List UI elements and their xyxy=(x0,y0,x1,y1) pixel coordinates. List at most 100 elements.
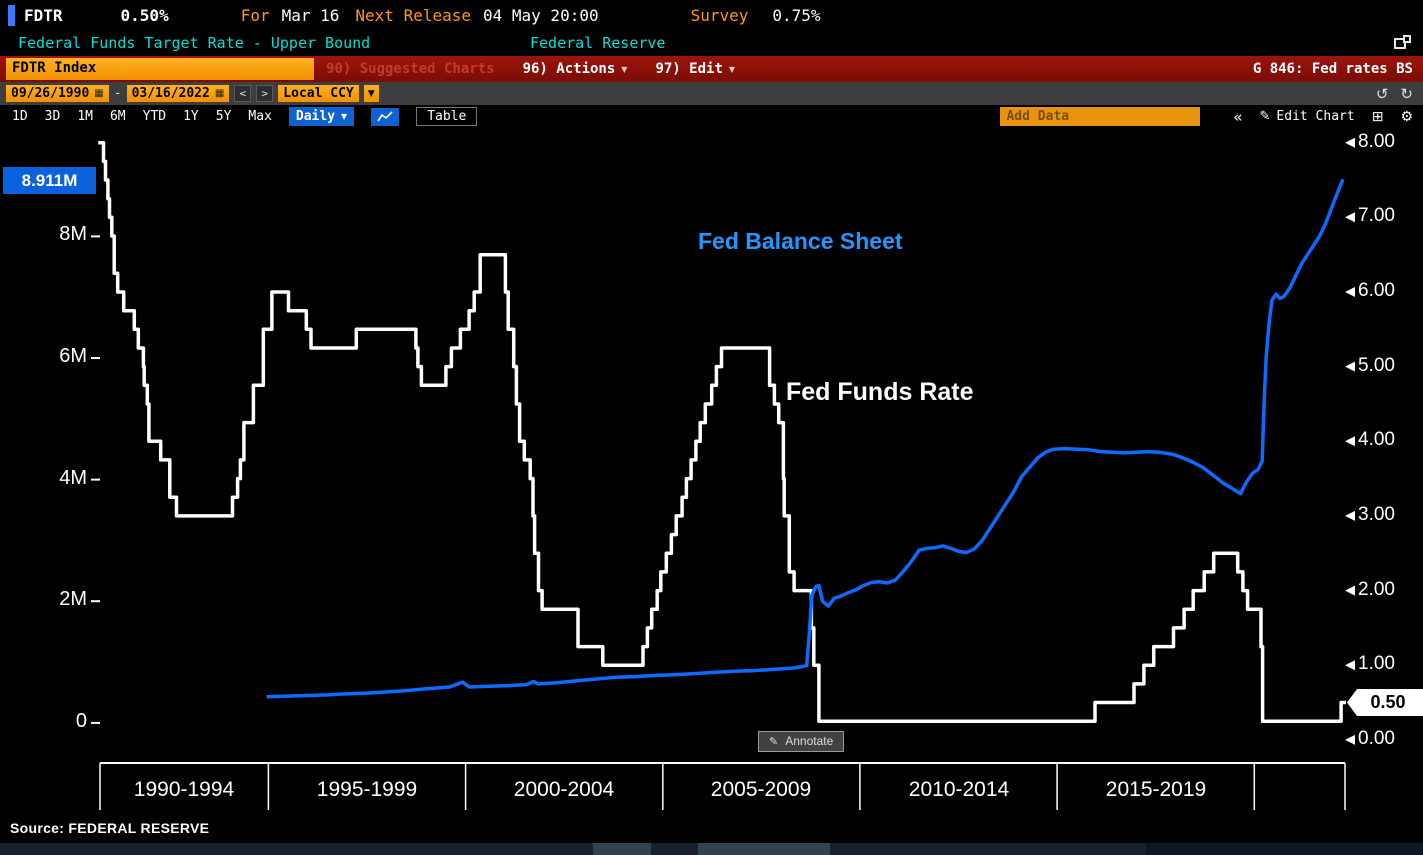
history-controls: ↺ ↻ xyxy=(1376,85,1413,103)
ticker-input[interactable]: FDTR Index xyxy=(6,58,314,80)
calendar-icon: ▦ xyxy=(94,88,104,99)
popout-icon-frame xyxy=(1394,38,1406,49)
range-back-button[interactable]: < xyxy=(234,85,252,102)
y-left-tick-label: 2M xyxy=(59,588,87,610)
next-release-label: Next Release xyxy=(355,5,471,25)
y-right-tick-label: 8.00 xyxy=(1358,131,1395,152)
y-right-tick-label: 4.00 xyxy=(1358,429,1395,450)
y-right-tick-mark xyxy=(1345,585,1355,596)
taskbar-item[interactable] xyxy=(698,843,830,855)
taskbar-item[interactable] xyxy=(1146,843,1423,855)
series-label-fed-funds: Fed Funds Rate xyxy=(786,378,974,406)
start-date-field[interactable]: 09/26/1990 ▦ xyxy=(6,85,109,102)
annotate-label: Annotate xyxy=(785,734,834,748)
edit-menu-label: 97) Edit xyxy=(655,61,723,77)
frequency-label: Daily xyxy=(295,109,336,124)
taskbar-item[interactable] xyxy=(593,843,651,855)
y-left-tick-label: 6M xyxy=(59,345,87,367)
y-right-tick-mark xyxy=(1345,436,1355,447)
end-date-field[interactable]: 03/16/2022 ▦ xyxy=(126,85,230,102)
y-right-tick-label: 3.00 xyxy=(1358,504,1395,525)
for-label: For xyxy=(240,5,270,25)
period-button-ytd[interactable]: YTD xyxy=(142,109,167,124)
chart-plot[interactable] xyxy=(0,128,1423,843)
currency-label: Local CCY xyxy=(283,86,354,101)
range-separator: - xyxy=(113,86,122,101)
cursor-block xyxy=(8,4,15,26)
next-release-value: 04 May 20:00 xyxy=(483,5,599,25)
y-right-tick-mark xyxy=(1345,510,1355,521)
survey-label: Survey xyxy=(690,5,749,25)
chart-area: 8M 6M 4M 2M 0 8.00 7.00 6.00 5.00 4.00 3.00 2.00 1.… xyxy=(0,128,1423,843)
fed-funds-last-value-badge: 0.50 xyxy=(1347,689,1423,716)
x-axis-tick-label: 1990-1994 xyxy=(133,778,235,801)
actions-menu-label: 96) Actions xyxy=(522,61,616,77)
period-button-max[interactable]: Max xyxy=(248,109,272,124)
y-right-tick-label: 2.00 xyxy=(1358,579,1395,600)
period-button-1y[interactable]: 1Y xyxy=(183,109,199,124)
quote-header-bar: FDTR 0.50% For Mar 16 Next Release 04 Ma… xyxy=(0,0,1423,30)
x-axis-tick-label: 2015-2019 xyxy=(1105,778,1207,801)
period-button-1d[interactable]: 1D xyxy=(12,109,28,124)
y-axis-right: 8.00 7.00 6.00 5.00 4.00 3.00 2.00 1.00 0.00 xyxy=(1358,128,1423,843)
collapse-panel-icon[interactable]: « xyxy=(1233,107,1243,126)
y-right-tick-label: 1.00 xyxy=(1358,653,1395,674)
series-balance-sheet xyxy=(266,178,1345,699)
suggested-charts-menu[interactable]: 90) Suggested Charts xyxy=(326,61,495,77)
table-button[interactable]: Table xyxy=(416,107,478,126)
period-button-1m[interactable]: 1M xyxy=(77,109,93,124)
redo-icon[interactable]: ↻ xyxy=(1400,84,1413,103)
y-right-tick-label: 7.00 xyxy=(1358,205,1395,226)
y-right-tick-label: 6.00 xyxy=(1358,280,1395,301)
function-menu-bar: FDTR Index 90) Suggested Charts 96) Acti… xyxy=(0,56,1423,82)
period-button-3d[interactable]: 3D xyxy=(44,109,61,124)
y-right-tick-mark xyxy=(1345,212,1355,223)
y-right-tick-label: 5.00 xyxy=(1358,355,1395,376)
y-right-tick-mark xyxy=(1345,287,1355,297)
add-data-input[interactable]: Add Data xyxy=(1000,107,1201,126)
caret-down-icon: ▼ xyxy=(341,112,348,121)
edit-menu[interactable]: 97) Edit ▼ xyxy=(655,61,735,77)
actions-menu[interactable]: 96) Actions ▼ xyxy=(523,61,628,77)
y-left-tick-label: 4M xyxy=(59,467,87,489)
pencil-icon: ✎ xyxy=(769,734,779,748)
survey-value: 0.75% xyxy=(772,5,821,25)
y-left-tick-label: 8M xyxy=(59,223,87,245)
caret-down-icon: ▼ xyxy=(621,64,628,74)
x-axis-tick-label: 2000-2004 xyxy=(513,778,615,801)
y-right-tick-mark xyxy=(1345,137,1355,148)
grid-icon[interactable]: ⊞ xyxy=(1371,108,1384,125)
undo-icon[interactable]: ↺ xyxy=(1375,84,1389,103)
security-title-bar: Federal Funds Target Rate - Upper Bound … xyxy=(0,30,1423,56)
annotate-button[interactable]: ✎ Annotate xyxy=(758,731,845,752)
line-chart-icon[interactable] xyxy=(371,107,400,126)
pencil-icon: ✎ xyxy=(1259,109,1271,124)
last-rate-value: 0.50% xyxy=(120,5,169,25)
edit-chart-label: Edit Chart xyxy=(1276,109,1355,124)
end-date-value: 03/16/2022 xyxy=(131,86,210,101)
range-forward-button[interactable]: > xyxy=(256,85,274,102)
currency-select[interactable]: Local CCY xyxy=(278,85,359,102)
security-name: Federal Funds Target Rate - Upper Bound xyxy=(18,34,371,52)
period-button-6m[interactable]: 6M xyxy=(109,109,126,124)
y-axis-left: 8M 6M 4M 2M 0 xyxy=(0,128,100,843)
start-date-value: 09/26/1990 xyxy=(11,86,90,101)
y-right-tick-mark xyxy=(1345,734,1355,745)
edit-chart-button[interactable]: ✎ Edit Chart xyxy=(1260,109,1355,124)
ticker-symbol: FDTR xyxy=(24,5,63,25)
source-label: Source: FEDERAL RESERVE xyxy=(10,820,210,836)
popout-icon-window xyxy=(1403,35,1411,43)
chart-toolbar: 1D 3D 1M 6M YTD 1Y 5Y Max Daily ▼ Table … xyxy=(0,105,1423,128)
period-button-5y[interactable]: 5Y xyxy=(215,109,232,124)
x-axis-tick-label: 1995-1999 xyxy=(316,778,418,801)
series-label-balance-sheet: Fed Balance Sheet xyxy=(698,228,903,254)
taskbar-strip xyxy=(0,843,1423,855)
frequency-select[interactable]: Daily ▼ xyxy=(288,107,355,126)
balance-sheet-last-value-badge: 8.911M xyxy=(3,167,96,194)
y-left-tick-label: 0 xyxy=(75,710,87,732)
popout-icon[interactable] xyxy=(1394,35,1411,50)
currency-caret-button[interactable]: ▼ xyxy=(363,85,379,102)
gear-icon[interactable]: ⚙ xyxy=(1400,108,1413,125)
y-right-tick-mark xyxy=(1345,660,1355,671)
